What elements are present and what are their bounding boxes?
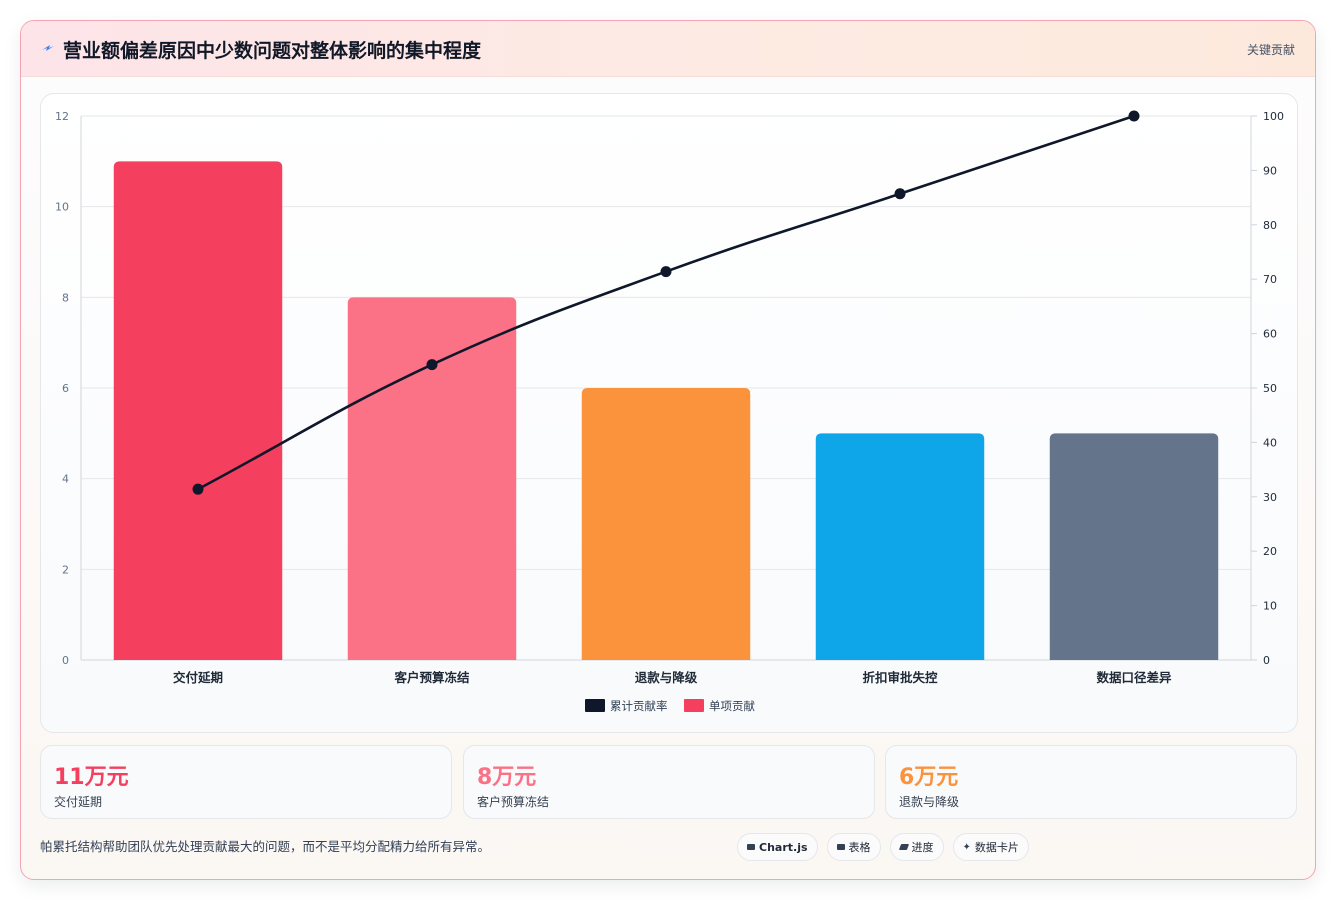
- chip-progress[interactable]: 进度: [889, 833, 944, 861]
- chip-cards[interactable]: ✦ 数据卡片: [952, 833, 1029, 861]
- line-point: [426, 359, 438, 371]
- table-icon: [836, 844, 845, 850]
- chip-label: 进度: [911, 841, 934, 854]
- y-right-tick-label: 60: [1263, 328, 1277, 341]
- chip-row: Chart.js 表格 进度 ✦ 数据卡片: [737, 833, 1029, 861]
- y-right-tick-label: 30: [1263, 491, 1277, 504]
- legend-swatch: [585, 699, 605, 712]
- legend-label: 单项贡献: [709, 699, 755, 713]
- x-category-label: 折扣审批失控: [862, 670, 938, 685]
- x-category-label: 数据口径差异: [1095, 670, 1172, 685]
- chip-chartjs[interactable]: Chart.js: [737, 833, 818, 861]
- bar: [815, 433, 985, 660]
- kpi-card: 8万元 客户预算冻结: [463, 745, 875, 819]
- bar: [113, 161, 283, 660]
- y-left-tick-label: 2: [62, 563, 69, 576]
- chip-label: Chart.js: [759, 840, 808, 854]
- x-category-label: 交付延期: [173, 670, 223, 685]
- kpi-value: 11万元: [54, 765, 129, 790]
- kpi-label: 交付延期: [54, 795, 103, 809]
- y-right-tick-label: 70: [1263, 273, 1277, 286]
- y-right-tick-label: 0: [1263, 654, 1270, 667]
- chip-table[interactable]: 表格: [826, 833, 881, 861]
- x-category-label: 客户预算冻结: [393, 670, 470, 685]
- bar: [1049, 433, 1219, 660]
- y-left-tick-label: 6: [62, 382, 69, 395]
- y-right-tick-label: 100: [1263, 110, 1284, 123]
- y-right-tick-label: 50: [1263, 382, 1277, 395]
- y-right-tick-label: 40: [1263, 436, 1277, 449]
- progress-icon: [898, 844, 909, 850]
- kpi-label: 客户预算冻结: [477, 795, 550, 809]
- chart-panel: 0 2 4 6 8 10 12 0 10 20 30 40 50 60 70 80 90 100 交付延期 客户预算冻…: [40, 93, 1298, 733]
- kpi-card: 6万元 退款与降级: [885, 745, 1297, 819]
- y-left-tick-label: 0: [62, 654, 69, 667]
- line-point: [192, 483, 204, 495]
- report-card: 营业额偏差原因中少数问题对整体影响的集中程度 关键贡献 0 2 4 6 8 10 12 0 10…: [20, 20, 1316, 880]
- line-point: [1128, 110, 1140, 122]
- y-left-tick-label: 12: [55, 110, 69, 123]
- kpi-card: 11万元 交付延期: [40, 745, 452, 819]
- kpi-value: 8万元: [477, 765, 537, 790]
- kpi-label: 退款与降级: [899, 795, 960, 809]
- chip-label: 数据卡片: [974, 841, 1019, 854]
- bar: [347, 297, 517, 660]
- legend-label: 累计贡献率: [610, 699, 668, 713]
- bar: [581, 388, 751, 660]
- chip-label: 表格: [848, 841, 871, 854]
- sparkle-icon: ✦: [962, 841, 971, 853]
- y-left-tick-label: 10: [55, 201, 69, 214]
- y-right-tick-label: 80: [1263, 219, 1277, 232]
- line-point: [894, 188, 906, 200]
- y-left-tick-label: 4: [62, 473, 69, 486]
- kpi-value: 6万元: [899, 765, 959, 790]
- footer-note: 帕累托结构帮助团队优先处理贡献最大的问题，而不是平均分配精力给所有异常。: [40, 839, 491, 854]
- header-badge: 关键贡献: [1246, 43, 1295, 57]
- line-point: [660, 266, 672, 278]
- pareto-chart: 0 2 4 6 8 10 12 0 10 20 30 40 50 60 70 80 90 100 交付延期 客户预算冻…: [55, 110, 1284, 713]
- y-right-tick-label: 10: [1263, 600, 1277, 613]
- x-category-label: 退款与降级: [635, 670, 698, 685]
- y-right-tick-label: 20: [1263, 545, 1277, 558]
- lightning-icon: [42, 45, 54, 51]
- page-title: 营业额偏差原因中少数问题对整体影响的集中程度: [63, 40, 482, 62]
- y-left-tick-label: 8: [62, 291, 69, 304]
- chart-icon: [747, 844, 755, 850]
- y-right-tick-label: 90: [1263, 164, 1277, 177]
- legend-swatch: [684, 699, 704, 712]
- card-header: 营业额偏差原因中少数问题对整体影响的集中程度 关键贡献: [21, 21, 1315, 77]
